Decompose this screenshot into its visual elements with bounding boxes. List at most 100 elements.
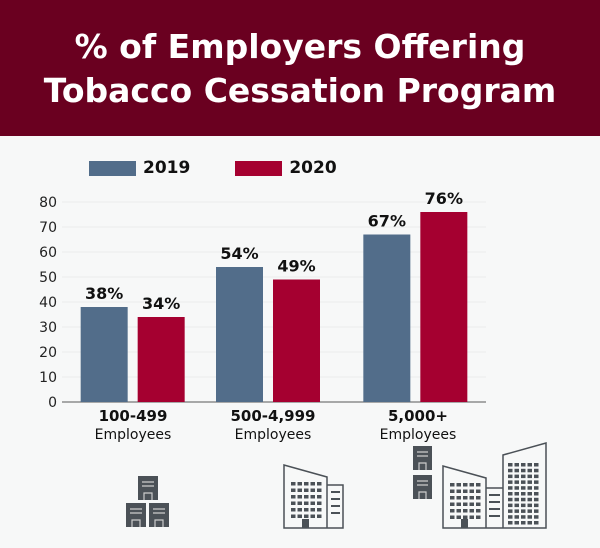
window — [521, 509, 526, 513]
title-line-1: % of Employers Offering — [74, 27, 526, 66]
y-tick-label: 60 — [39, 245, 57, 261]
window — [521, 463, 526, 467]
window — [456, 483, 461, 487]
window — [476, 502, 481, 506]
window — [534, 497, 539, 502]
window — [534, 468, 539, 473]
window — [317, 501, 322, 505]
window — [534, 492, 539, 496]
bar-2020 — [137, 317, 185, 402]
large-office-complex-icon — [413, 442, 547, 529]
window — [521, 474, 526, 479]
window — [534, 486, 539, 490]
window — [317, 488, 322, 492]
window — [317, 495, 322, 499]
window — [508, 509, 513, 513]
legend-label: 2019 — [143, 158, 191, 178]
window — [304, 514, 309, 518]
y-tick-label: 10 — [39, 370, 57, 386]
window — [508, 486, 513, 490]
window — [291, 495, 296, 499]
window — [310, 508, 315, 512]
window — [521, 497, 526, 502]
legend-item-2019: 2019 — [89, 158, 190, 178]
window — [527, 521, 532, 525]
window — [297, 488, 302, 492]
window — [534, 509, 539, 513]
window — [508, 492, 513, 496]
window — [534, 463, 539, 467]
category-sub: Employees — [379, 427, 457, 443]
category-label-1: 500-4,999 Employees — [203, 407, 343, 445]
window — [476, 515, 481, 519]
bar-2020 — [420, 212, 468, 402]
data-label: 67% — [368, 212, 406, 231]
window — [310, 488, 315, 492]
window — [310, 501, 315, 505]
window — [317, 482, 322, 486]
y-tick-label: 50 — [39, 270, 57, 286]
window — [291, 482, 296, 486]
window — [304, 495, 309, 499]
window — [521, 521, 526, 525]
window — [527, 463, 532, 467]
window — [463, 509, 468, 513]
window — [304, 508, 309, 512]
office-building-icon — [283, 464, 344, 529]
window — [508, 497, 513, 502]
data-label: 54% — [220, 244, 258, 263]
window — [476, 489, 481, 493]
window — [450, 502, 455, 506]
window — [463, 489, 468, 493]
window — [450, 483, 455, 487]
bar-2019 — [363, 234, 411, 402]
header: % of Employers Offering Tobacco Cessatio… — [0, 0, 600, 136]
window — [521, 468, 526, 473]
legend-item-2020: 2020 — [235, 158, 337, 178]
window — [291, 514, 296, 518]
window — [456, 515, 461, 519]
window — [534, 503, 539, 508]
window — [450, 496, 455, 500]
window — [456, 496, 461, 500]
window — [514, 468, 519, 473]
window — [527, 480, 532, 484]
window — [534, 515, 539, 519]
bar-2019 — [216, 267, 263, 402]
window — [317, 514, 322, 518]
window — [469, 496, 474, 500]
window — [297, 482, 302, 486]
window — [514, 480, 519, 484]
window — [508, 521, 513, 525]
window — [521, 486, 526, 490]
window — [456, 502, 461, 506]
window — [297, 508, 302, 512]
window — [310, 514, 315, 518]
window — [463, 515, 468, 519]
window — [534, 521, 539, 525]
window — [527, 468, 532, 473]
legend-label: 2020 — [289, 158, 337, 178]
y-tick-label: 20 — [39, 345, 57, 361]
window — [534, 474, 539, 479]
window — [508, 480, 513, 484]
window — [469, 509, 474, 513]
data-label: 49% — [277, 257, 315, 276]
window — [304, 488, 309, 492]
y-tick-label: 70 — [39, 220, 57, 236]
window — [450, 515, 455, 519]
window — [527, 486, 532, 490]
window — [514, 486, 519, 490]
window — [508, 463, 513, 467]
window — [450, 489, 455, 493]
title-line-2: Tobacco Cessation Program — [43, 71, 557, 110]
y-tick-label: 80 — [39, 195, 57, 211]
legend-swatch-2019 — [89, 160, 136, 176]
window — [463, 496, 468, 500]
y-tick-label: 40 — [39, 295, 57, 311]
legend-swatch-2020 — [235, 160, 283, 176]
data-label: 76% — [425, 189, 463, 208]
window — [469, 489, 474, 493]
legend: 2019 2020 — [89, 158, 382, 178]
data-label: 38% — [85, 284, 123, 303]
